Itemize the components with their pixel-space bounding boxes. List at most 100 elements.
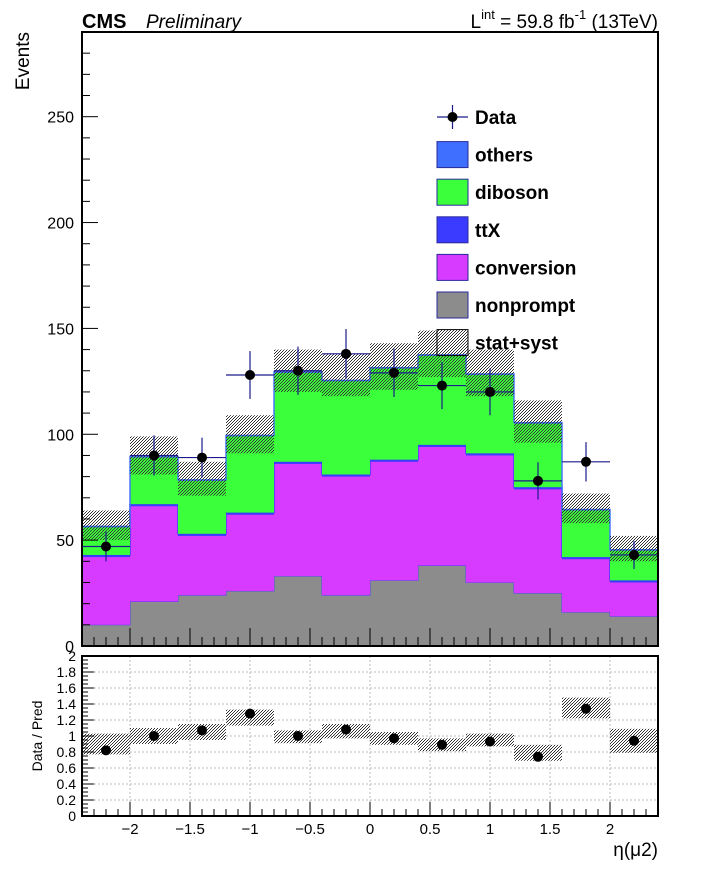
ratio-point [101, 745, 111, 756]
bar-conversion [610, 582, 658, 617]
bar-conversion [178, 535, 226, 596]
ratio-point [341, 724, 351, 735]
ratio-y-tick-label: 0.8 [57, 744, 77, 760]
data-points [82, 329, 658, 569]
ratio-y-tick-label: 0 [68, 808, 76, 824]
bar-conversion [418, 446, 466, 566]
bar-ttx [562, 557, 610, 560]
ratio-point [293, 731, 303, 741]
y-tick-label: 200 [47, 216, 74, 233]
main-x-ticks [81, 628, 659, 646]
lumi-label: Lint = 59.8 fb-1 (13TeV) [471, 7, 658, 33]
data-point [149, 450, 159, 461]
x-tick-label: 2 [606, 821, 614, 838]
bar-ttx [130, 504, 178, 507]
legend-swatch-others [436, 141, 469, 169]
bar-ttx [418, 444, 466, 447]
legend-label: stat+syst [475, 334, 559, 355]
ratio-point [149, 731, 159, 741]
status-label: Preliminary [146, 12, 243, 33]
x-tick-label: −0.5 [295, 821, 325, 838]
x-tick-label: −1 [241, 821, 258, 838]
bar-conversion [514, 489, 562, 594]
bar-conversion [82, 557, 130, 625]
bar-conversion [322, 476, 370, 596]
bar-ttx [322, 474, 370, 477]
bar-ttx [274, 461, 322, 464]
bar-ttx [226, 512, 274, 515]
ratio-panel: 00.20.40.60.811.21.41.61.82 −2 −1.5 −1 −0.5… [29, 648, 659, 861]
data-point [437, 380, 447, 391]
legend-label: nonprompt [475, 296, 576, 317]
legend-swatch-stat-syst [436, 329, 469, 357]
data-point [533, 475, 543, 486]
ratio-point [197, 725, 207, 736]
data-point [101, 541, 111, 552]
ratio-points [101, 703, 639, 762]
ratio-point [389, 733, 399, 744]
lumi-superscript: int [481, 7, 495, 22]
legend: Data others diboson ttX conversion nonprompt s… [436, 105, 576, 357]
ratio-y-tick-label: 0.2 [57, 792, 77, 808]
x-tick-label: 1 [486, 821, 494, 838]
y-tick-label: 100 [47, 427, 74, 444]
ratio-point [437, 739, 447, 750]
bar-ttx [466, 453, 514, 456]
ratio-y-tick-label: 1 [68, 728, 76, 744]
legend-label: Data [475, 108, 517, 129]
bar-ttx [610, 580, 658, 583]
x-tick-label: −2 [121, 821, 138, 838]
lumi-symbol: L [471, 12, 482, 33]
ratio-point [245, 708, 255, 719]
main-y-axis: 0 50 100 150 200 250 [47, 31, 98, 656]
data-point [485, 386, 495, 397]
ratio-y-axis-title: Data / Pred [29, 701, 45, 772]
experiment-label: CMS [82, 11, 126, 33]
data-point [629, 549, 639, 560]
legend-label: diboson [475, 183, 549, 204]
y-axis-title: Events [13, 32, 34, 90]
ratio-y-tick-label: 1.4 [57, 696, 77, 712]
data-point [341, 348, 351, 359]
legend-data-marker [447, 112, 458, 122]
bar-nonprompt [418, 565, 466, 646]
y-tick-label: 150 [47, 321, 74, 338]
lumi-unit-superscript: -1 [575, 7, 587, 22]
bar-nonprompt [370, 580, 418, 646]
bar-diboson [322, 381, 370, 475]
ratio-point [533, 751, 543, 762]
data-point [197, 452, 207, 463]
x-tick-label: −1.5 [175, 821, 205, 838]
legend-label: others [475, 146, 533, 167]
x-tick-label: 0 [366, 821, 374, 838]
bar-ttx [178, 533, 226, 536]
bar-conversion [466, 455, 514, 583]
y-tick-label: 0 [65, 639, 74, 656]
legend-label: conversion [475, 258, 576, 279]
legend-swatch-conversion [436, 253, 469, 281]
data-point [581, 456, 591, 467]
ratio-y-tick-label: 0.6 [57, 760, 77, 776]
bar-nonprompt [274, 576, 322, 646]
ratio-y-tick-label: 0.4 [57, 776, 77, 792]
main-panel: 0 50 100 150 200 250 Events Data others diboson… [13, 31, 659, 656]
lumi-energy: (13TeV) [586, 12, 658, 33]
legend-swatch-diboson [436, 178, 469, 206]
ratio-point [485, 736, 495, 747]
data-point [389, 367, 399, 378]
x-tick-label: 0.5 [420, 821, 441, 838]
band-segment [562, 493, 610, 524]
lumi-value: = 59.8 fb [495, 12, 575, 33]
band-segment [514, 400, 562, 443]
bar-conversion [562, 559, 610, 613]
bar-conversion [274, 463, 322, 577]
y-tick-label: 250 [47, 110, 74, 127]
legend-swatch-nonprompt [436, 291, 469, 319]
bar-conversion [370, 461, 418, 581]
ratio-point [629, 735, 639, 746]
legend-swatch-ttx [436, 216, 469, 244]
ratio-y-tick-label: 2 [68, 648, 76, 664]
ratio-point [581, 703, 591, 714]
legend-label: ttX [475, 221, 501, 242]
